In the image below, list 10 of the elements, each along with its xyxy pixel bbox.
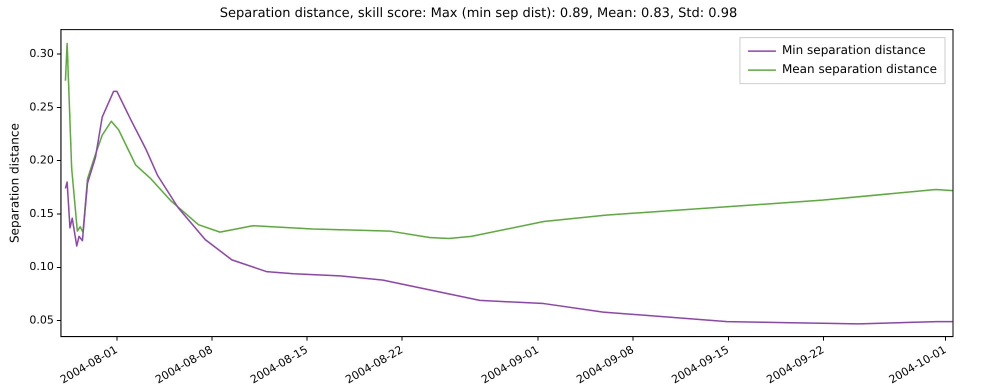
y-tick-label: 0.25: [29, 100, 54, 114]
y-tick-label: 0.10: [29, 260, 54, 274]
y-tick-label: 0.20: [29, 154, 54, 167]
y-tick-label: 0.05: [29, 313, 54, 326]
y-tick-label: 0.30: [29, 46, 54, 60]
chart-title: Separation distance, skill score: Max (min sep dist): 0.89, Mean: 0.83, Std: 0.98: [220, 6, 738, 22]
y-tick-label: 0.15: [29, 206, 54, 220]
y-axis-title: Separation distance: [7, 123, 22, 244]
legend-label: Mean separation distance: [782, 62, 938, 76]
legend-label: Min separation distance: [782, 43, 926, 58]
